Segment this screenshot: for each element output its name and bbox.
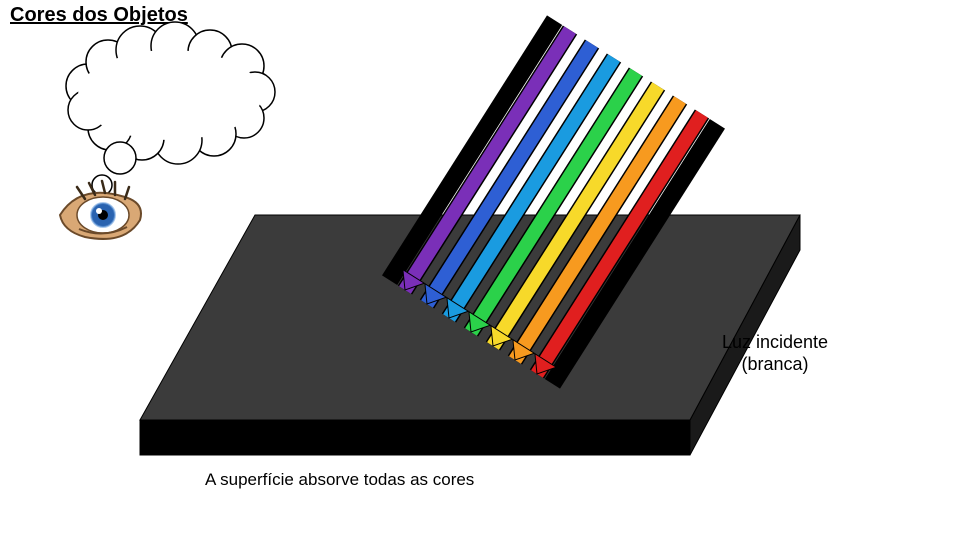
incident-light-label: Luz incidente (branca) bbox=[700, 332, 850, 375]
diagram-canvas bbox=[0, 0, 960, 540]
incident-light-line1: Luz incidente bbox=[722, 332, 828, 352]
surface-caption: A superfície absorve todas as cores bbox=[205, 470, 474, 490]
thought-cloud bbox=[66, 22, 275, 195]
incident-light-line2: (branca) bbox=[741, 354, 808, 374]
